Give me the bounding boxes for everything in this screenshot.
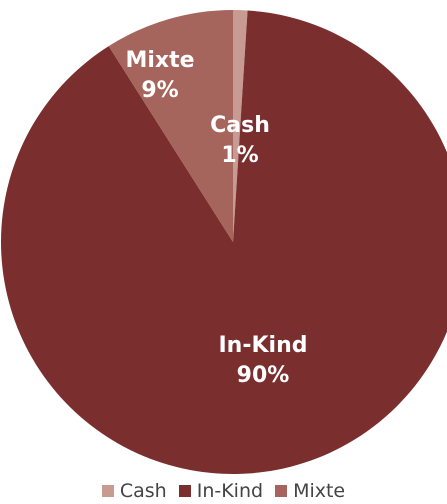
legend-label-in-kind: In-Kind bbox=[196, 480, 264, 502]
pie-slice-in-kind bbox=[1, 10, 447, 474]
pie-slice-mixte bbox=[108, 10, 233, 242]
slice-label-name-cash: Cash bbox=[210, 113, 270, 138]
legend: Cash In-Kind Mixte bbox=[0, 480, 447, 502]
pie-chart: Cash 1% In-Kind 90% Mixte 9% bbox=[1, 10, 447, 474]
legend-item-in-kind: In-Kind bbox=[178, 480, 264, 502]
legend-label-cash: Cash bbox=[119, 480, 167, 502]
legend-swatch-cash bbox=[101, 485, 114, 497]
legend-item-cash: Cash bbox=[101, 480, 167, 502]
slice-label-name-mixte: Mixte bbox=[125, 48, 194, 73]
slice-label-value-mixte: 9% bbox=[141, 78, 178, 103]
pie-slice-cash bbox=[233, 10, 248, 242]
legend-swatch-in-kind bbox=[178, 485, 191, 497]
slice-label-value-cash: 1% bbox=[221, 143, 258, 168]
slice-label-name-in-kind: In-Kind bbox=[219, 333, 308, 358]
slice-label-value-in-kind: 90% bbox=[237, 363, 290, 388]
legend-label-mixte: Mixte bbox=[293, 480, 346, 502]
legend-swatch-mixte bbox=[275, 485, 288, 497]
legend-item-mixte: Mixte bbox=[275, 480, 345, 502]
